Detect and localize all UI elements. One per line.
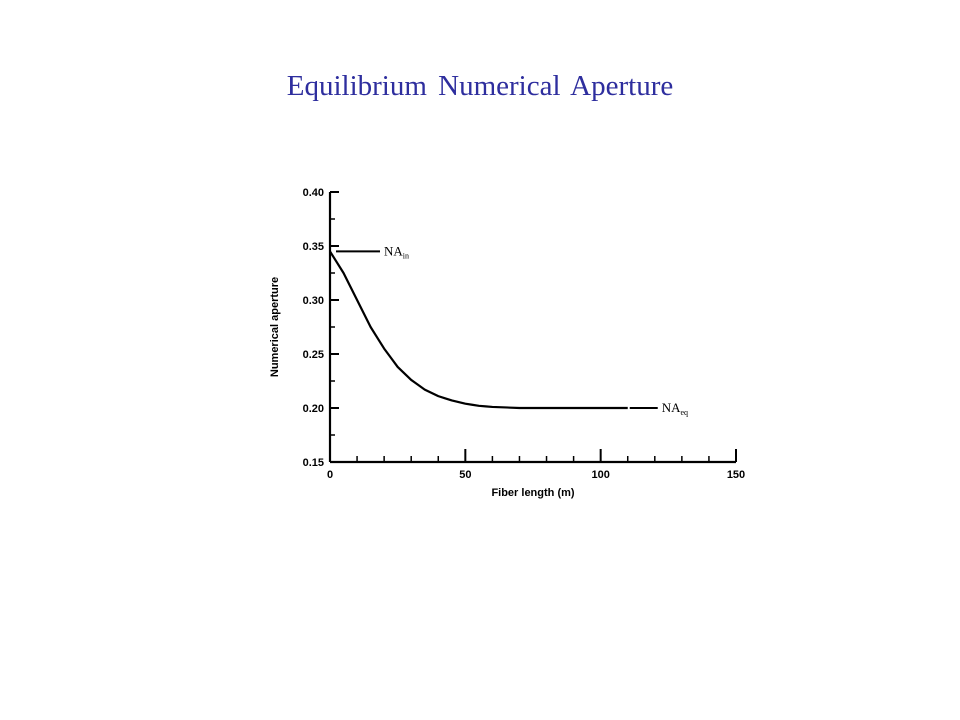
y-axis-label: Numerical aperture <box>269 277 281 377</box>
y-tick-label: 0.30 <box>303 295 324 307</box>
x-tick-label: 100 <box>591 469 609 481</box>
x-tick-label: 150 <box>727 469 745 481</box>
y-tick-label: 0.20 <box>303 403 324 415</box>
x-tick-label: 0 <box>327 469 333 481</box>
y-tick-label: 0.15 <box>303 457 324 469</box>
annotation-subscript: in <box>403 251 409 260</box>
series-line <box>329 250 628 410</box>
x-tick-label: 50 <box>459 469 471 481</box>
annotation-subscript: eq <box>681 408 689 417</box>
y-tick-label: 0.35 <box>303 241 324 253</box>
tick-label-group: 0.15 0.20 0.25 0.30 0.35 0.40 0 50 100 150 <box>303 187 746 481</box>
tick-group <box>329 191 737 463</box>
x-axis-label: Fiber length (m) <box>491 487 574 499</box>
numerical-aperture-chart: 0.15 0.20 0.25 0.30 0.35 0.40 0 50 100 150 Fiber … <box>269 187 746 499</box>
axes <box>328 192 736 464</box>
annotation-label: NAeq <box>662 400 688 417</box>
annotation-group: NAin NAeq <box>336 243 688 417</box>
slide-title: Equilibrium Numerical Aperture <box>286 70 674 102</box>
y-tick-label: 0.40 <box>303 187 324 199</box>
series-group <box>329 250 628 410</box>
annotation-label: NAin <box>384 243 409 260</box>
y-tick-label: 0.25 <box>303 349 324 361</box>
